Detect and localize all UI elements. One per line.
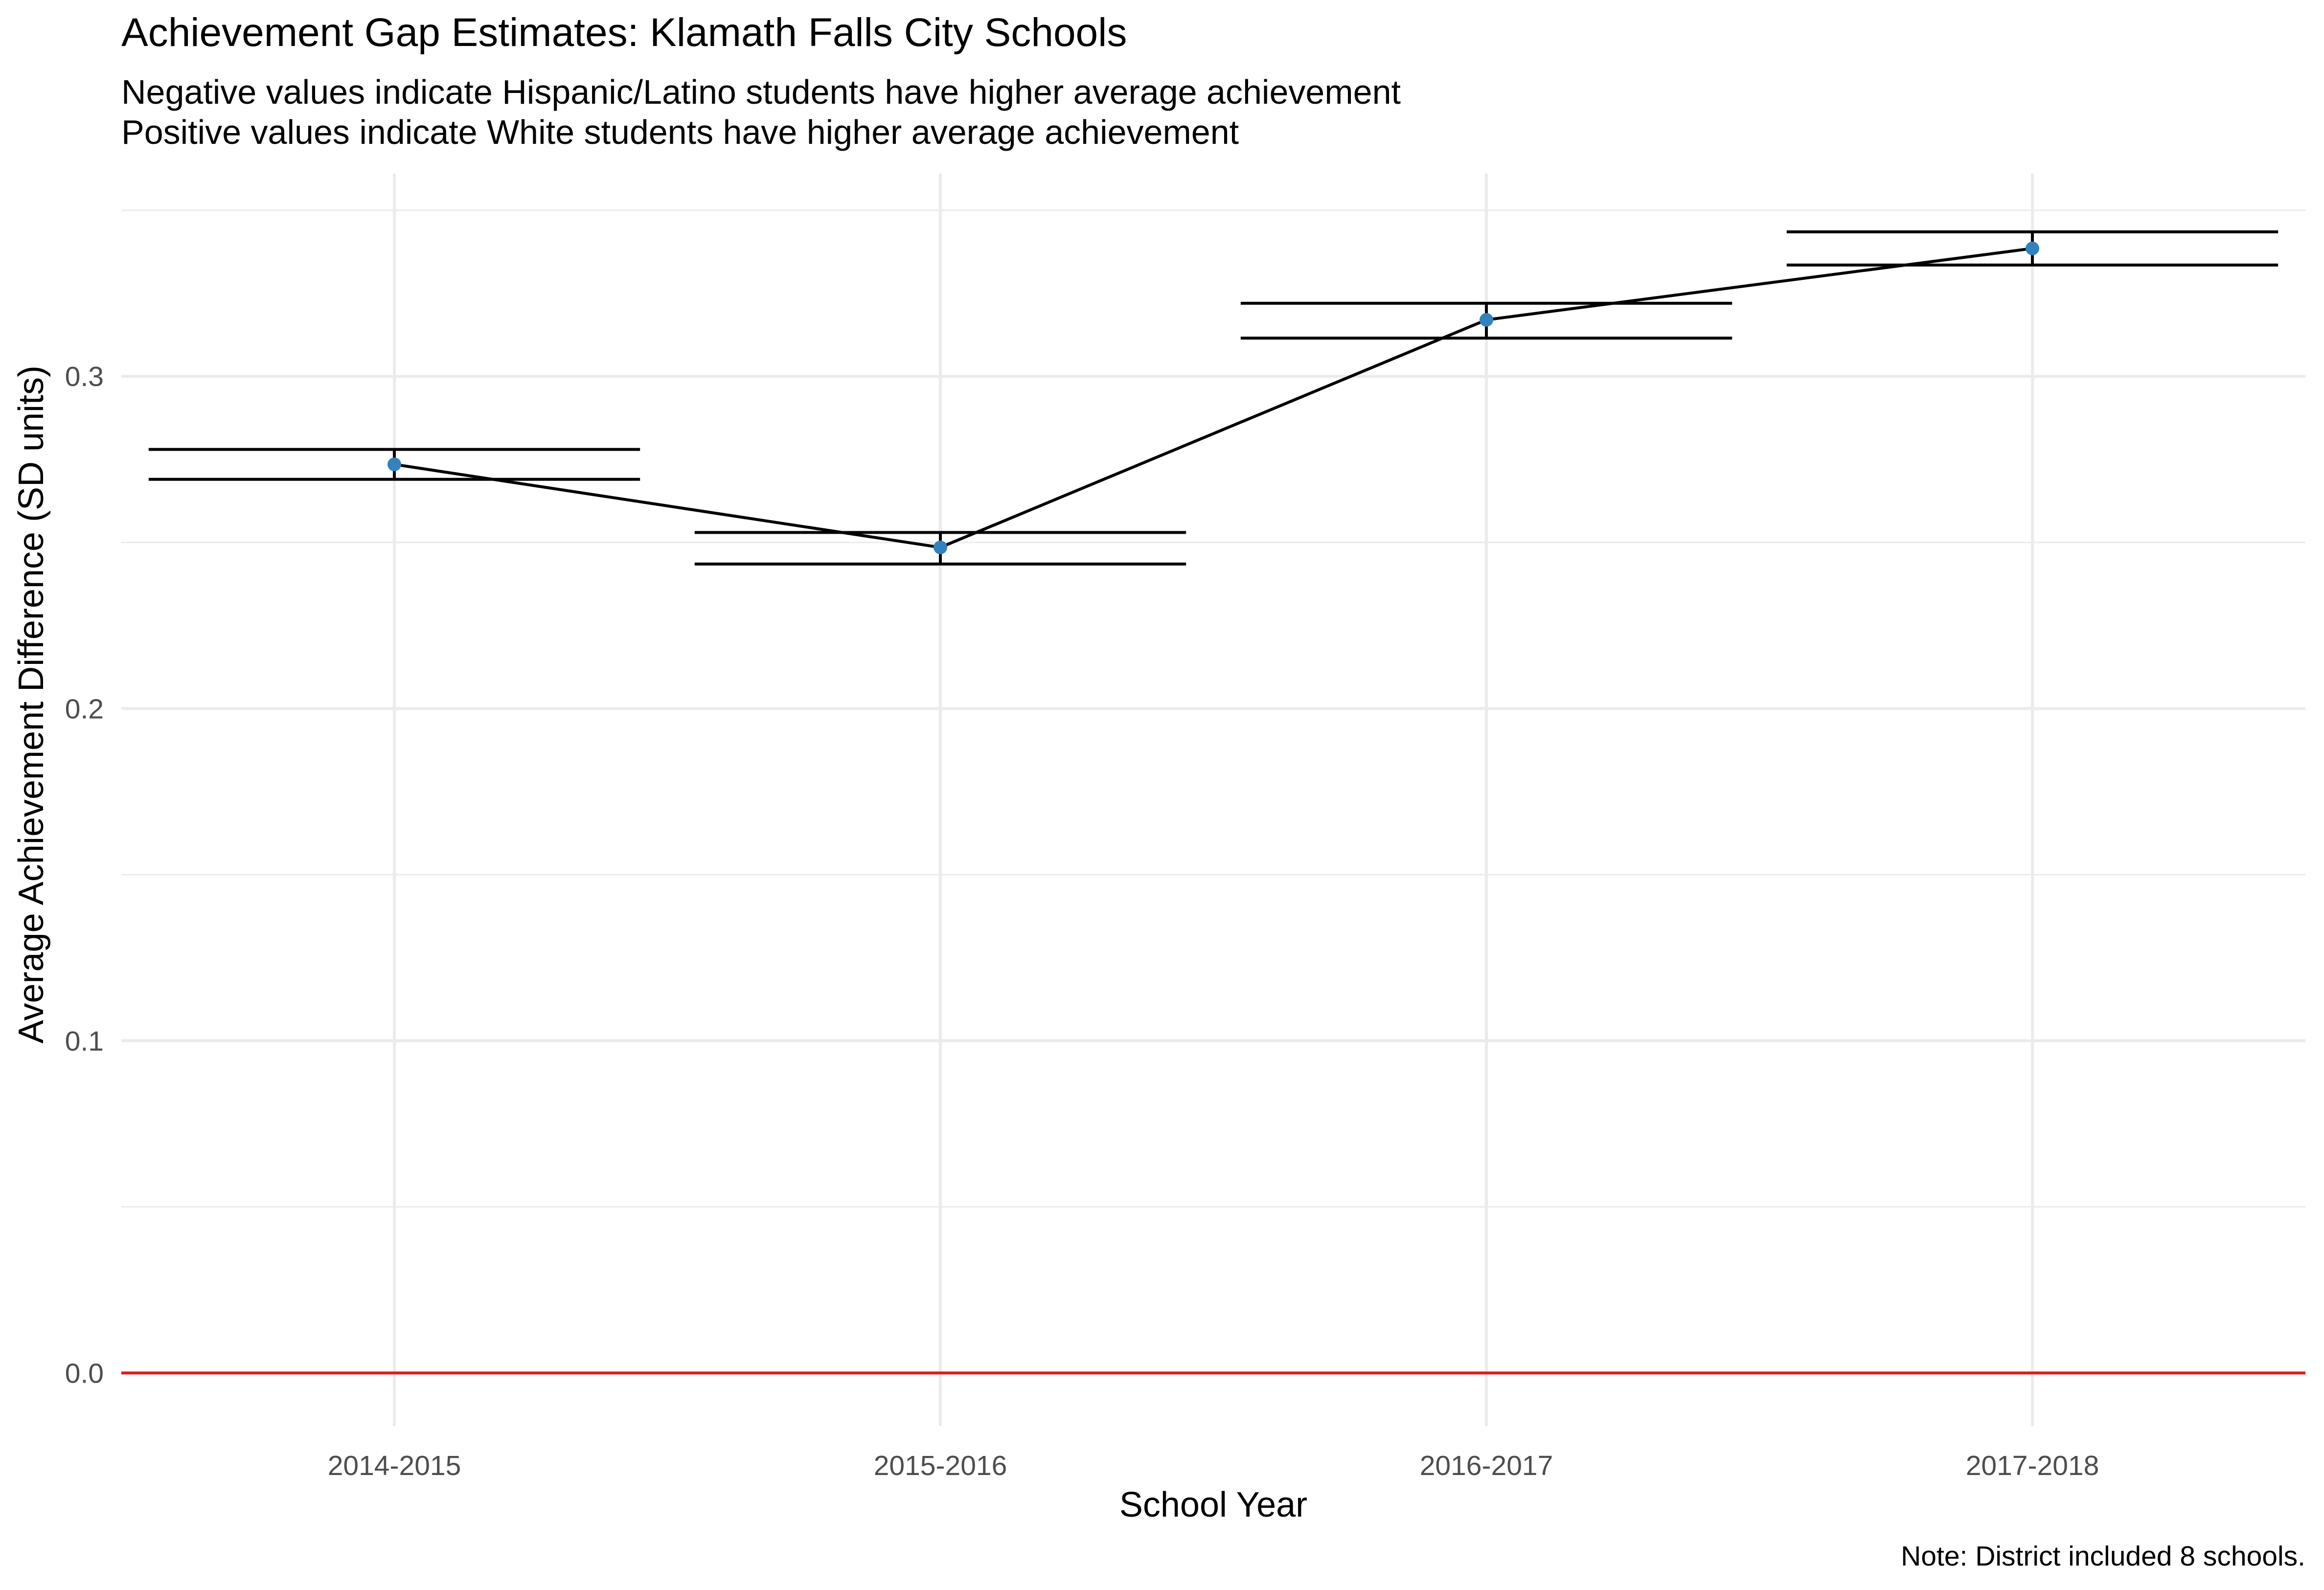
y-axis-title: Average Achievement Difference (SD units… xyxy=(12,365,51,1044)
data-point xyxy=(387,457,401,472)
x-axis-title: School Year xyxy=(1119,1485,1307,1524)
series-line xyxy=(394,247,2033,549)
chart-subtitle-line-1: Negative values indicate Hispanic/Latino… xyxy=(121,73,1401,111)
chart-subtitle-line-2: Positive values indicate White students … xyxy=(121,113,1239,151)
y-tick-label: 0.2 xyxy=(65,693,104,725)
chart-caption: Note: District included 8 schools. xyxy=(1901,1541,2305,1572)
x-tick-label: 2017-2018 xyxy=(1966,1450,2099,1481)
x-tick-label: 2016-2017 xyxy=(1420,1450,1553,1481)
plot-area: 0.0 0.1 0.2 0.3 2014-2015 2015-2016 2016-2017 2… xyxy=(65,174,2305,1481)
y-tick-label: 0.0 xyxy=(65,1358,104,1389)
y-tick-label: 0.1 xyxy=(65,1025,104,1057)
x-tick-label: 2015-2016 xyxy=(874,1450,1007,1481)
data-point xyxy=(1480,313,1493,327)
chart-title: Achievement Gap Estimates: Klamath Falls… xyxy=(121,10,1127,55)
x-tick-label: 2014-2015 xyxy=(328,1450,461,1481)
data-point xyxy=(2026,241,2039,255)
y-tick-label: 0.3 xyxy=(65,361,104,392)
data-point xyxy=(934,540,947,554)
